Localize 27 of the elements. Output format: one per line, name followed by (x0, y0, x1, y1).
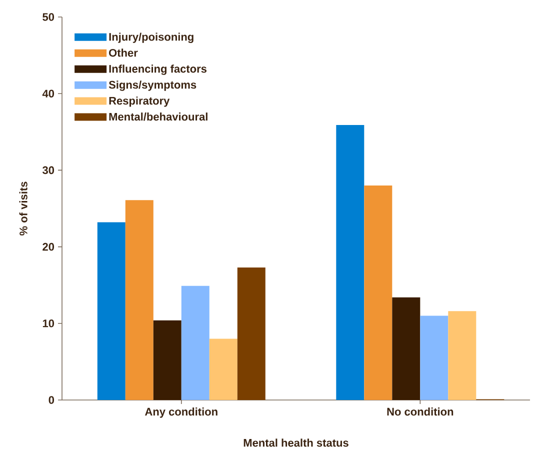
y-tick-label: 50 (42, 13, 54, 21)
legend-label: Influencing factors (109, 64, 207, 75)
legend-label: Signs/symptoms (108, 80, 196, 91)
bar (448, 311, 476, 400)
bar (125, 200, 154, 400)
bar (181, 286, 210, 400)
bar (420, 316, 448, 400)
bar (336, 125, 364, 400)
legend-label: Mental/behavioural (109, 112, 208, 121)
y-tick-label: 0 (48, 396, 54, 404)
y-tick-label: 40 (42, 90, 54, 98)
bar (364, 186, 392, 400)
y-tick-label: 20 (42, 242, 54, 251)
legend-label: Other (109, 48, 138, 57)
legend-label: Injury/poisoning (109, 32, 194, 43)
bar (237, 267, 266, 400)
x-tick-label: No condition (387, 408, 454, 416)
bar (392, 297, 420, 400)
bar (153, 320, 182, 400)
y-tick-label: 30 (42, 166, 54, 174)
y-tick-label: 10 (42, 320, 54, 328)
x-axis-title: Mental health status (244, 438, 348, 447)
bar (97, 222, 126, 400)
bar (209, 338, 238, 400)
x-tick-label: Any condition (144, 408, 218, 418)
legend-label: Respiratory (109, 96, 170, 107)
y-axis-title: % of visits (19, 182, 28, 236)
